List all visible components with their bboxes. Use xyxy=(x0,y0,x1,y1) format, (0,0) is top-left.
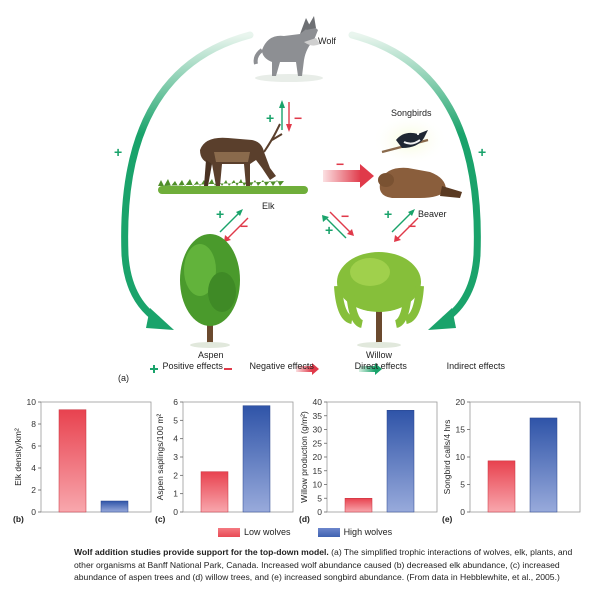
legend-direct: Direct effects xyxy=(354,360,407,371)
bar-low-wolves xyxy=(200,471,229,513)
songbird-icon xyxy=(381,130,429,154)
elk-label: Elk xyxy=(262,201,275,211)
legend-positive: Positive effects xyxy=(162,360,223,371)
plus-sign: + xyxy=(114,144,123,160)
willow-tree-icon xyxy=(334,252,424,348)
y-tick-label: 15 xyxy=(456,425,466,435)
y-tick-label: 5 xyxy=(460,480,465,490)
y-tick-label: 40 xyxy=(313,397,323,407)
caption-body: (a) The simplified trophic interactions … xyxy=(74,547,573,582)
plus-sign: + xyxy=(216,206,225,222)
bar-low-wolves xyxy=(344,498,373,513)
trophic-diagram xyxy=(121,16,481,375)
minus-sign: − xyxy=(408,218,417,234)
bar-low-wolves xyxy=(487,460,516,513)
panel-a-label: (a) xyxy=(118,373,129,383)
bar-high-wolves xyxy=(386,410,415,513)
willow-label: Willow xyxy=(366,350,392,360)
y-tick-label: 3 xyxy=(173,452,178,462)
y-tick-label: 2 xyxy=(173,470,178,480)
chart-frame xyxy=(40,401,152,513)
minus-sign: − xyxy=(240,218,249,234)
y-tick-label: 4 xyxy=(31,463,36,473)
y-tick-label: 10 xyxy=(456,452,466,462)
y-tick-label: 20 xyxy=(313,452,323,462)
wolf-label: Wolf xyxy=(318,36,336,46)
indirect-arc-left xyxy=(121,31,254,259)
caption-title: Wolf addition studies provide support fo… xyxy=(74,547,329,557)
y-tick-label: 0 xyxy=(31,507,36,517)
minus-sign: − xyxy=(336,156,345,172)
y-tick-label: 10 xyxy=(27,397,37,407)
panel-label: (e) xyxy=(442,514,453,524)
beaver-label: Beaver xyxy=(418,209,447,219)
low-wolves-swatch xyxy=(218,528,240,538)
arrow-head-right xyxy=(428,308,456,330)
beaver-icon xyxy=(378,167,462,198)
chart-frame xyxy=(182,401,294,513)
plus-sign: + xyxy=(384,206,393,222)
y-tick-label: 5 xyxy=(317,493,322,503)
bar-charts: 0 2 4 6 8 10 Elk density/km² (b) 0 1 2 3 4 5 6 Aspen sa… xyxy=(13,397,581,524)
high-wolves-label: High wolves xyxy=(343,527,393,537)
y-tick-label: 30 xyxy=(313,425,323,435)
low-wolves-label: Low wolves xyxy=(244,527,291,537)
bar-high-wolves xyxy=(100,500,129,513)
y-tick-label: 25 xyxy=(313,438,323,448)
songbirds-label: Songbirds xyxy=(391,108,432,118)
panel-label: (c) xyxy=(155,514,166,524)
indirect-arc-right xyxy=(348,31,481,259)
y-tick-label: 15 xyxy=(313,466,323,476)
y-tick-label: 0 xyxy=(460,507,465,517)
y-axis-label: Songbird calls/4 hrs xyxy=(442,420,452,495)
y-tick-label: 5 xyxy=(173,415,178,425)
y-tick-label: 0 xyxy=(317,507,322,517)
wolves-legend: Low wolves High wolves xyxy=(218,527,393,538)
aspen-tree-icon xyxy=(180,234,240,348)
y-tick-label: 6 xyxy=(31,441,36,451)
y-tick-label: 6 xyxy=(173,397,178,407)
direct-arrow-head xyxy=(360,164,374,188)
panel-label: (b) xyxy=(13,514,24,524)
y-tick-label: 0 xyxy=(173,507,178,517)
figure-caption: Wolf addition studies provide support fo… xyxy=(74,546,594,584)
legend-indirect: Indirect effects xyxy=(446,360,505,371)
y-tick-label: 35 xyxy=(313,411,323,421)
bar-high-wolves xyxy=(529,417,558,513)
plus-sign: + xyxy=(325,222,334,238)
bar-low-wolves xyxy=(58,409,87,513)
aspen-label: Aspen xyxy=(198,350,224,360)
y-tick-label: 20 xyxy=(456,397,466,407)
y-tick-label: 1 xyxy=(173,489,178,499)
chart-frame xyxy=(326,401,438,513)
arrow-head-left xyxy=(146,308,174,330)
bar-high-wolves xyxy=(242,405,271,513)
y-tick-label: 4 xyxy=(173,434,178,444)
y-tick-label: 10 xyxy=(313,480,323,490)
wolf-icon xyxy=(253,16,323,82)
elk-icon xyxy=(158,123,308,194)
high-wolves-swatch xyxy=(317,528,340,538)
plus-sign: + xyxy=(478,144,487,160)
minus-sign: − xyxy=(341,208,350,224)
plus-sign: + xyxy=(266,110,275,126)
effects-legend: Positive effects Negative effects Direct… xyxy=(142,360,505,371)
legend-negative: Negative effects xyxy=(249,360,314,371)
chart-frame xyxy=(469,401,581,513)
y-axis-label: Aspen saplings/100 m² xyxy=(155,414,165,501)
y-axis-label: Elk density/km² xyxy=(13,428,23,486)
minus-sign: − xyxy=(294,110,303,126)
panel-label: (d) xyxy=(299,514,310,524)
y-axis-label: Willow production (g/m²) xyxy=(299,411,309,503)
y-tick-label: 8 xyxy=(31,419,36,429)
y-tick-label: 2 xyxy=(31,485,36,495)
